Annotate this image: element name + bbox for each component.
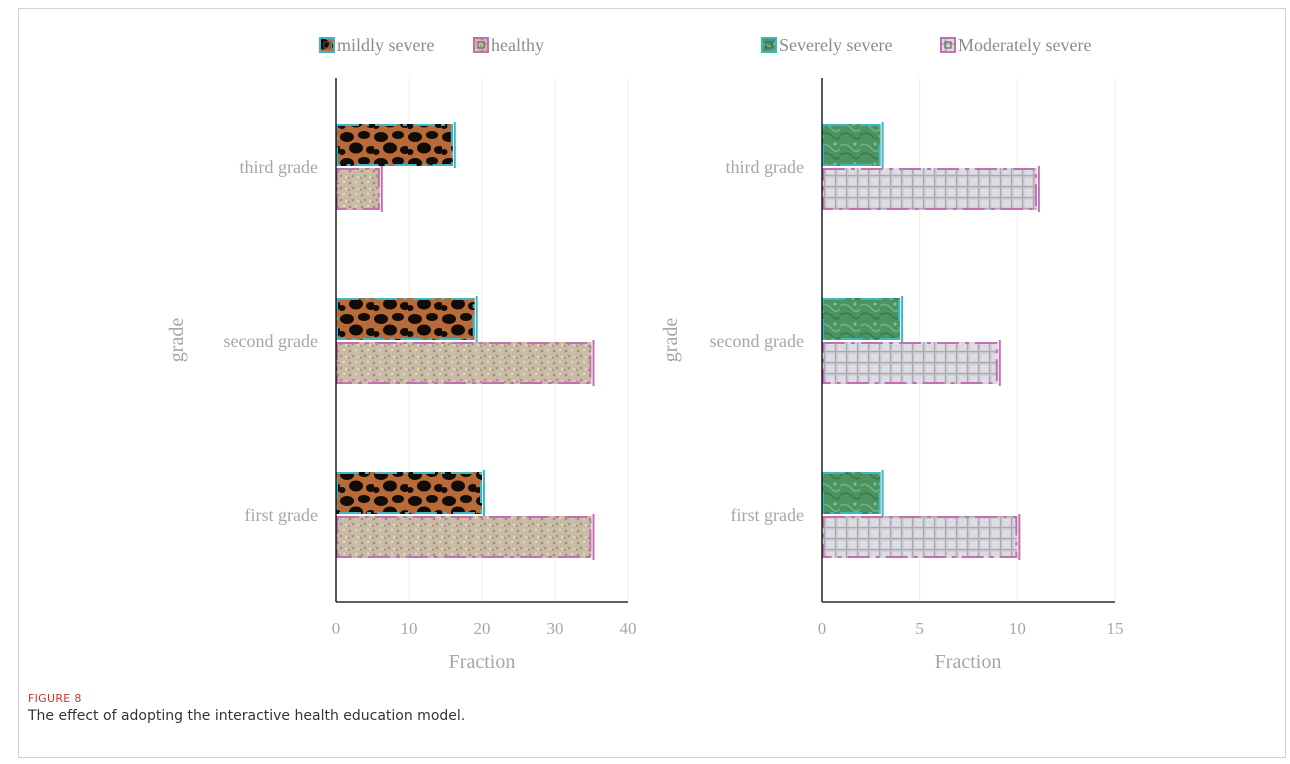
left-y-axis-title: grade xyxy=(166,318,188,363)
right-gridlines xyxy=(919,78,1116,602)
right-category-first-grade: first grade xyxy=(731,505,804,525)
left-category-first-grade: first grade xyxy=(245,505,318,525)
figure-label: FIGURE 8 xyxy=(28,692,82,705)
right-category-labels: first grade second grade third grade xyxy=(710,157,804,525)
left-category-labels: first grade second grade third grade xyxy=(224,157,318,525)
right-x-tick-0: 0 xyxy=(818,619,827,638)
left-category-third-grade: third grade xyxy=(240,157,318,177)
left-legend-label-mildly-severe: mildly severe xyxy=(337,35,434,55)
left-bar-healthy-third-grade xyxy=(336,166,383,212)
right-bar-severely-severe-first-grade xyxy=(822,470,884,516)
left-x-tick-labels: 0 10 20 30 40 xyxy=(332,619,637,638)
left-bar-healthy-first-grade xyxy=(336,514,595,560)
left-x-tick-40: 40 xyxy=(620,619,637,638)
figure-frame-top xyxy=(18,8,1286,9)
right-category-third-grade: third grade xyxy=(726,157,804,177)
right-bar-moderately-severe-third-grade xyxy=(822,166,1040,212)
right-legend-label-moderately-severe: Moderately severe xyxy=(958,35,1091,55)
left-legend-swatch-healthy xyxy=(473,37,489,53)
right-bar-severely-severe-third-grade xyxy=(822,122,884,168)
right-x-tick-5: 5 xyxy=(915,619,924,638)
left-bar-mildly-severe-third-grade xyxy=(336,122,456,168)
left-bars xyxy=(336,122,595,560)
left-x-tick-10: 10 xyxy=(401,619,418,638)
right-legend-swatch-severely-severe xyxy=(761,37,777,53)
right-x-tick-15: 15 xyxy=(1107,619,1124,638)
right-bar-moderately-severe-first-grade xyxy=(822,514,1021,560)
left-x-tick-0: 0 xyxy=(332,619,341,638)
left-bar-mildly-severe-first-grade xyxy=(336,470,485,516)
left-bar-healthy-second-grade xyxy=(336,340,595,386)
right-bar-moderately-severe-second-grade xyxy=(822,340,1001,386)
chart-right: 0 5 10 15 first grade second grade third grad… xyxy=(660,35,1124,673)
right-y-axis-title: grade xyxy=(660,318,682,363)
right-bar-severely-severe-second-grade xyxy=(822,296,904,342)
right-category-second-grade: second grade xyxy=(710,331,804,351)
figure-caption: The effect of adopting the interactive h… xyxy=(28,708,466,724)
right-legend: Severely severe Moderately severe xyxy=(761,35,1091,55)
right-x-tick-labels: 0 5 10 15 xyxy=(818,619,1124,638)
right-legend-label-severely-severe: Severely severe xyxy=(779,35,892,55)
right-legend-swatch-moderately-severe xyxy=(940,37,956,53)
left-x-tick-30: 30 xyxy=(547,619,564,638)
left-bar-mildly-severe-second-grade xyxy=(336,296,478,342)
figure-frame xyxy=(18,8,1286,758)
chart-left: 0 10 20 30 40 first grade second grade third g… xyxy=(166,35,637,673)
left-x-axis-title: Fraction xyxy=(449,651,516,673)
right-x-tick-10: 10 xyxy=(1009,619,1026,638)
left-x-tick-20: 20 xyxy=(474,619,491,638)
left-category-second-grade: second grade xyxy=(224,331,318,351)
right-bars xyxy=(822,122,1040,560)
left-legend: mildly severe healthy xyxy=(319,35,544,55)
left-legend-swatch-mildly-severe xyxy=(319,37,335,53)
left-legend-label-healthy: healthy xyxy=(491,35,544,55)
right-x-axis-title: Fraction xyxy=(935,651,1002,673)
